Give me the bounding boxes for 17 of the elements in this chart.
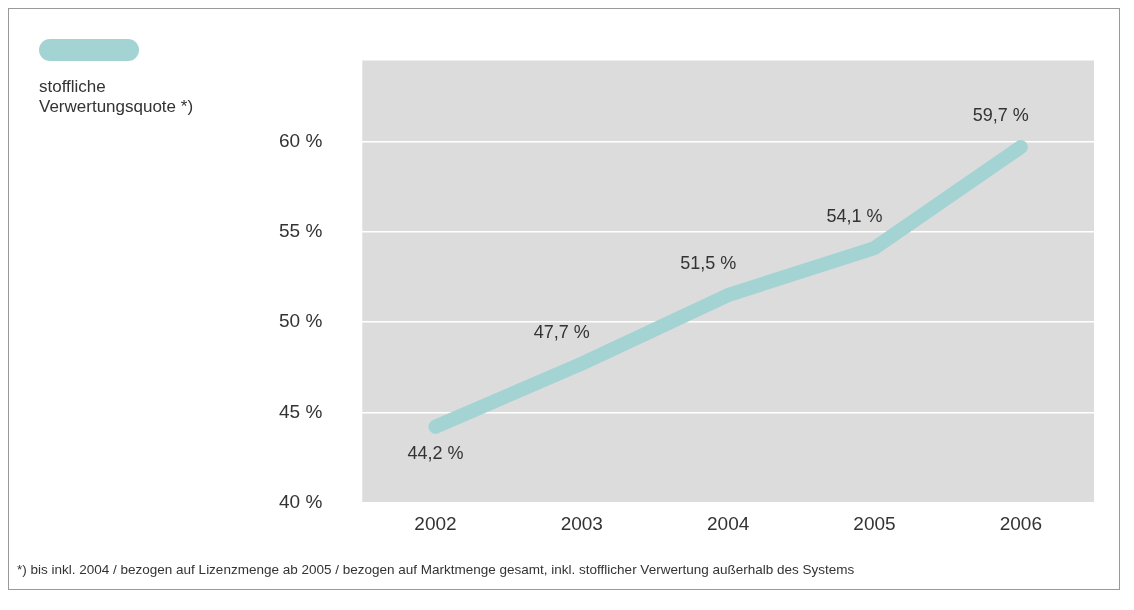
x-tick-label: 2005 [853,513,896,535]
y-tick-label: 40 % [278,490,323,512]
x-tick-label: 2003 [560,513,603,535]
y-tick-label: 45 % [278,400,323,422]
data-label: 54,1 % [826,206,883,227]
data-label: 44,2 % [407,442,464,463]
x-tick-label: 2006 [999,513,1042,535]
y-tick-label: 55 % [278,220,323,242]
y-tick-label: 50 % [278,310,323,332]
x-tick-label: 2002 [414,513,457,535]
data-label: 47,7 % [533,321,590,342]
text: *) bis inkl. 2004 / bezogen auf Lizenzmenge ab 2005 / bezogen auf Marktmenge gesamt, inkl. stofflicher Verwertung außerhalb des Systems [16,561,856,579]
x-tick-label: 2004 [707,513,750,535]
data-label: 51,5 % [680,253,737,274]
y-tick-label: 60 % [278,129,323,151]
data-label: 59,7 % [972,105,1029,125]
text: stoffliche Verwertungsquote *) [39,77,195,117]
